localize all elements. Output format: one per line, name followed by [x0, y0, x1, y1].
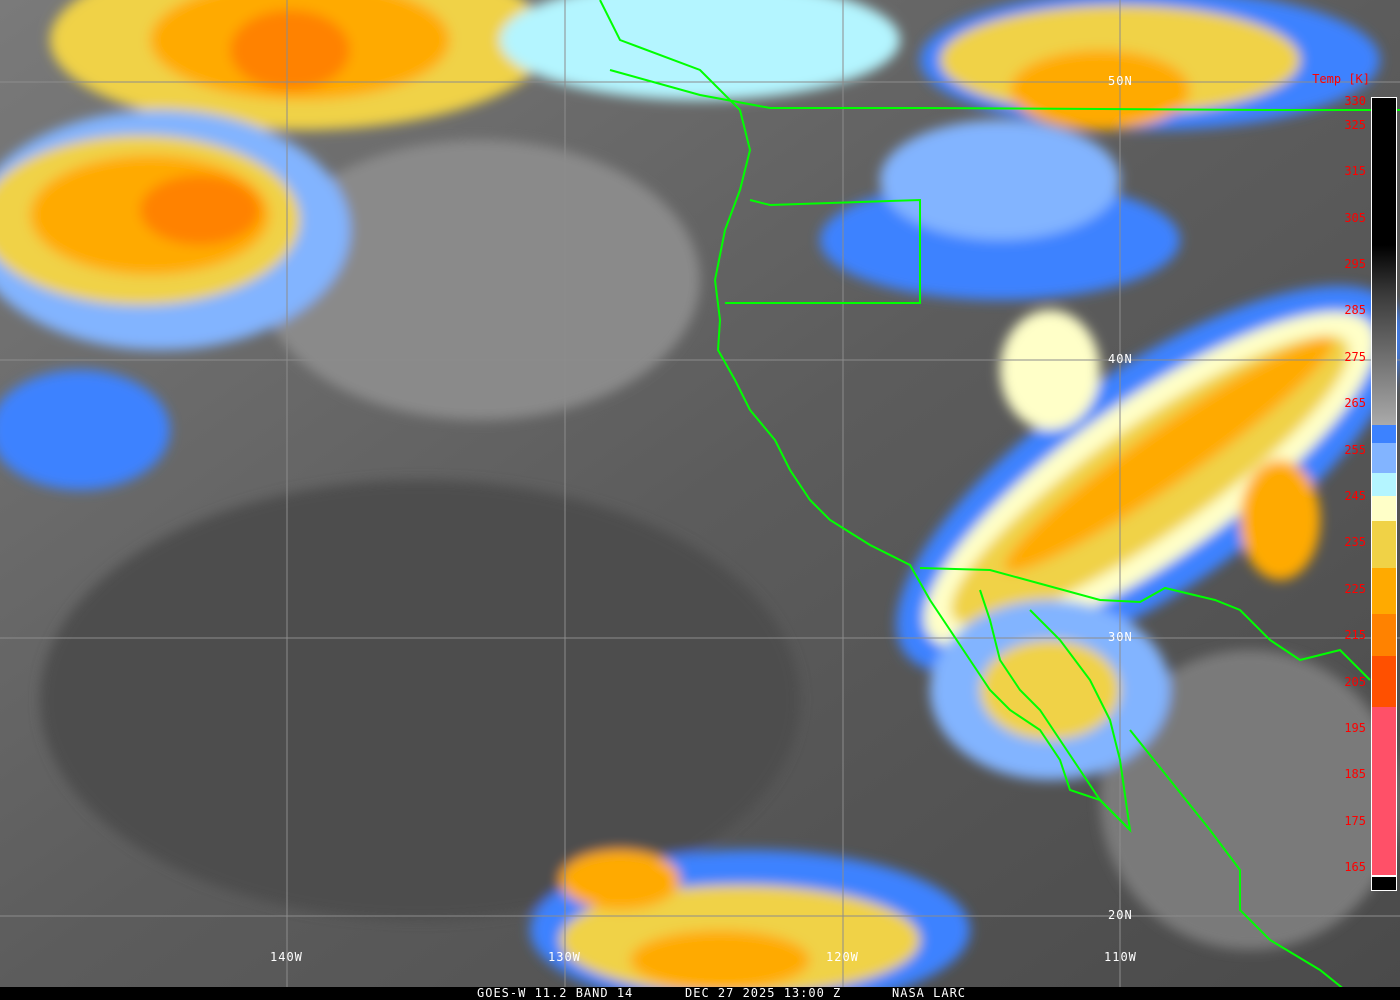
caption-datetime: DEC 27 2025 13:00 Z: [685, 986, 842, 1000]
lon-label-120w: 120W: [826, 950, 859, 964]
colorbar-tick-label: 235: [1344, 535, 1366, 549]
colorbar-tick-label: 225: [1344, 582, 1366, 596]
segment-cyan: [1372, 473, 1396, 496]
colorbar-tick-label: 265: [1344, 396, 1366, 410]
segment-pale-yellow: [1372, 496, 1396, 521]
lat-label-20n: 20N: [1108, 908, 1133, 922]
segment-pink: [1372, 707, 1396, 875]
baja-coast: [979, 589, 1132, 833]
segment-orange: [1372, 614, 1396, 656]
segment-red-orange: [1372, 656, 1396, 707]
colorbar-tick-label: 185: [1344, 767, 1366, 781]
colorbar-tick-label: 285: [1344, 303, 1366, 317]
us-mexico-border: [919, 567, 1371, 681]
segment-warm-gray: [1372, 98, 1396, 425]
colorbar-tick-label: 215: [1344, 628, 1366, 642]
colorbar-tick-label: 275: [1344, 350, 1366, 364]
colorbar-tick-label: 330: [1344, 94, 1366, 108]
state-borders: [725, 198, 921, 304]
lon-label-140w: 140W: [270, 950, 303, 964]
colorbar-tick-label: 325: [1344, 118, 1366, 132]
colorbar-tick-label: 245: [1344, 489, 1366, 503]
lat-label-50n: 50N: [1108, 74, 1133, 88]
segment-blue: [1372, 425, 1396, 443]
coastline: [599, 0, 1131, 831]
canada-border: [609, 69, 1400, 111]
colorbar-tick-label: 195: [1344, 721, 1366, 735]
caption-product: GOES-W 11.2 BAND 14: [477, 986, 634, 1000]
lon-label-130w: 130W: [548, 950, 581, 964]
segment-light-blue: [1372, 443, 1396, 473]
caption-source: NASA LARC: [892, 986, 967, 1000]
colorbar-tick-label: 175: [1344, 814, 1366, 828]
temperature-colorbar: [1371, 97, 1397, 891]
mexico-coast: [1129, 729, 1346, 991]
caption-bar: GOES-W 11.2 BAND 14 DEC 27 2025 13:00 Z …: [0, 987, 1400, 1000]
colorbar-tick-label: 205: [1344, 675, 1366, 689]
colorbar-title: Temp [K]: [1312, 72, 1370, 86]
colorbar-tick-label: 315: [1344, 164, 1366, 178]
colorbar-tick-label: 255: [1344, 443, 1366, 457]
boundaries: [599, 0, 1400, 991]
lon-label-110w: 110W: [1104, 950, 1137, 964]
lat-label-40n: 40N: [1108, 352, 1133, 366]
segment-white: [1372, 875, 1396, 877]
segment-amber: [1372, 568, 1396, 614]
colorbar-tick-label: 305: [1344, 211, 1366, 225]
lat-label-30n: 30N: [1108, 630, 1133, 644]
segment-yellow: [1372, 521, 1396, 568]
colorbar-tick-label: 165: [1344, 860, 1366, 874]
colorbar-tick-label: 295: [1344, 257, 1366, 271]
